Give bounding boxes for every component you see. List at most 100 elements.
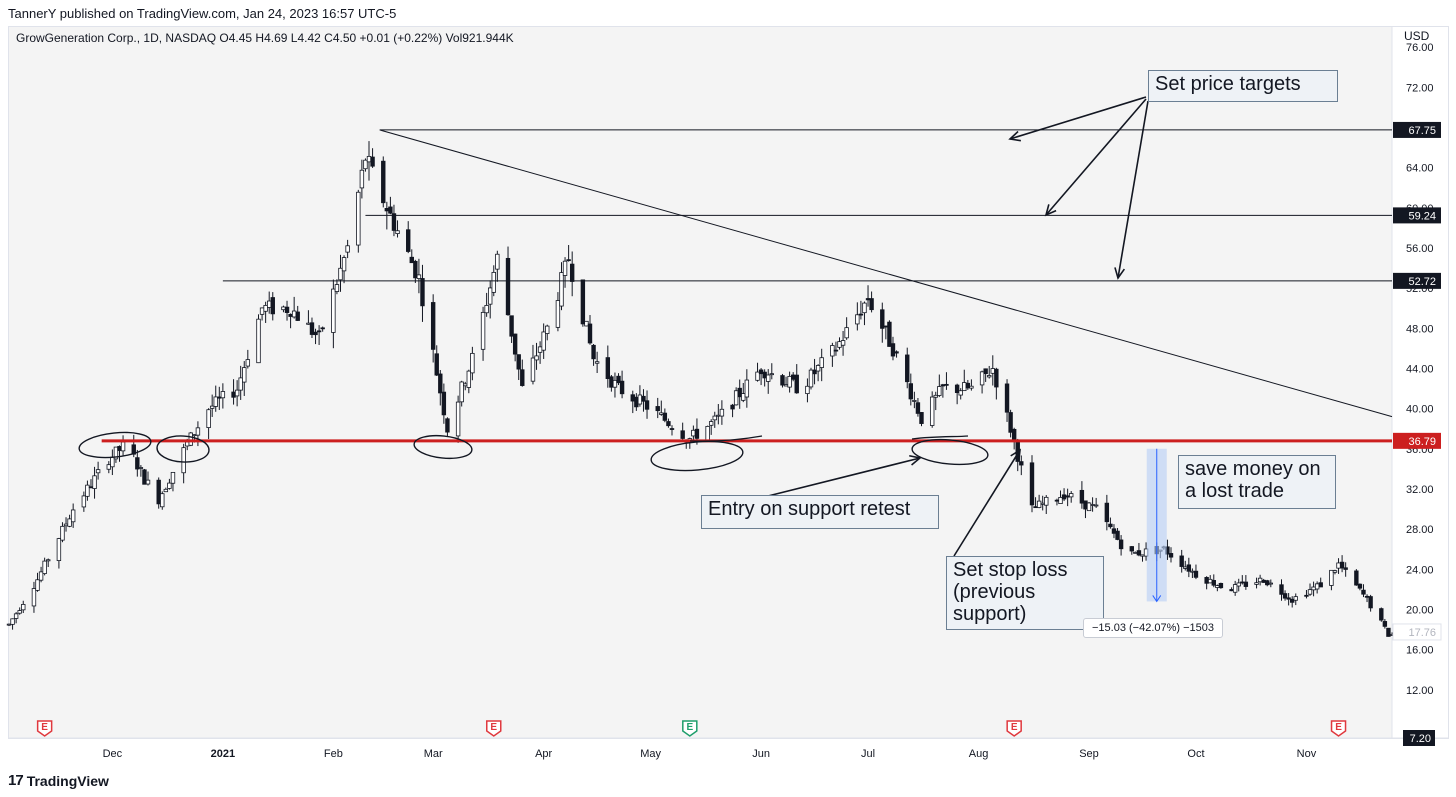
candle-body <box>915 402 921 414</box>
candle-body <box>106 464 112 470</box>
annotation-stop-loss[interactable]: Set stop loss (previous support) <box>946 556 1104 630</box>
candle-body <box>1265 580 1270 586</box>
candle-body <box>160 493 165 508</box>
measure-tool[interactable] <box>1146 448 1167 603</box>
candle-body <box>1093 504 1099 507</box>
candle <box>466 369 472 394</box>
candle-body <box>1058 497 1063 504</box>
candle-body <box>1108 523 1113 528</box>
y-tick-label: 64.00 <box>1406 163 1434 175</box>
earnings-letter: E <box>1335 722 1342 733</box>
annotation-save-money[interactable]: save money on a lost trade <box>1178 455 1336 509</box>
candle <box>890 336 896 361</box>
earnings-marker[interactable]: E <box>682 720 698 737</box>
candle <box>708 419 714 435</box>
candle-body <box>1343 567 1348 570</box>
candle-body <box>1008 412 1013 433</box>
candle <box>484 292 489 317</box>
candle-body <box>616 375 621 384</box>
annotation-entry[interactable]: Entry on support retest <box>701 495 939 529</box>
tradingview-brand[interactable]: 17 TradingView <box>8 772 109 789</box>
trendline[interactable] <box>379 129 1393 418</box>
candle-body <box>470 352 475 374</box>
candle-body <box>438 373 443 394</box>
earnings-marker[interactable]: E <box>486 720 502 737</box>
candle <box>855 302 860 331</box>
candle-body <box>480 311 486 350</box>
earnings-letter: E <box>490 722 497 733</box>
earnings-marker[interactable]: E <box>36 720 53 737</box>
candle-body <box>1293 596 1298 601</box>
earnings-icon <box>36 720 53 737</box>
arrow-to-target-2 <box>1044 98 1147 217</box>
candle-body <box>10 618 15 625</box>
candle <box>31 581 37 613</box>
candle-body <box>766 374 771 382</box>
candle-body <box>1193 570 1199 578</box>
candle <box>644 390 650 419</box>
candle-body <box>516 354 521 370</box>
candle-body <box>545 325 550 334</box>
earnings-marker[interactable]: E <box>1006 720 1022 737</box>
y-tick-label: 24.00 <box>1406 564 1434 576</box>
candle-body <box>1061 494 1067 500</box>
candle <box>1332 569 1338 575</box>
candle-body <box>1054 499 1060 502</box>
candle <box>256 314 261 364</box>
candle-body <box>730 404 735 410</box>
arrow-shaft <box>767 457 921 497</box>
candle-body <box>345 245 350 253</box>
candle-body <box>1254 582 1259 585</box>
level-label-bg <box>1393 207 1441 224</box>
candle <box>616 373 621 386</box>
candle-body <box>790 374 796 380</box>
candle <box>908 373 914 406</box>
candle-body <box>1261 579 1266 583</box>
candle <box>338 254 343 292</box>
horizontal-levels[interactable] <box>101 129 1392 443</box>
candle-body <box>1111 528 1117 534</box>
candle <box>755 362 760 382</box>
candle-body <box>609 376 614 388</box>
candle-body <box>1004 383 1010 413</box>
candle <box>780 373 785 388</box>
earnings-icon <box>1006 720 1022 737</box>
arrow-head <box>1044 204 1057 217</box>
candle-body <box>1179 555 1184 567</box>
candle-body <box>67 518 72 527</box>
candle <box>933 391 938 411</box>
candle <box>85 480 90 501</box>
candle <box>619 370 625 399</box>
candle-body <box>1069 493 1074 498</box>
candle-body <box>406 229 411 252</box>
y-tick-label: 48.00 <box>1406 323 1434 335</box>
level-label-bg <box>1393 272 1441 289</box>
candle-body <box>769 373 774 376</box>
candle-body <box>242 367 247 383</box>
candle-body <box>833 349 839 352</box>
candle <box>1129 545 1134 555</box>
candle-body <box>1386 627 1391 637</box>
annotation-price-targets[interactable]: Set price targets <box>1148 70 1338 102</box>
candle-body <box>13 613 19 619</box>
candle <box>434 345 439 376</box>
candle-body <box>56 538 62 561</box>
candle-body <box>965 382 971 389</box>
candle-body <box>1133 551 1138 554</box>
candle-body <box>92 475 97 489</box>
candle <box>733 387 739 406</box>
earnings-marker[interactable]: E <box>1330 720 1347 737</box>
candle-body <box>780 375 785 386</box>
candle <box>862 301 867 326</box>
candle <box>1307 583 1313 596</box>
axis-bottom-bg <box>1403 730 1435 746</box>
trendline-group[interactable] <box>379 129 1393 418</box>
candle-body <box>430 302 436 350</box>
hand-drawings <box>78 96 1149 557</box>
candle <box>1354 569 1359 586</box>
candle-body <box>413 260 418 279</box>
candle <box>1186 557 1192 578</box>
candle-body <box>1357 583 1363 589</box>
